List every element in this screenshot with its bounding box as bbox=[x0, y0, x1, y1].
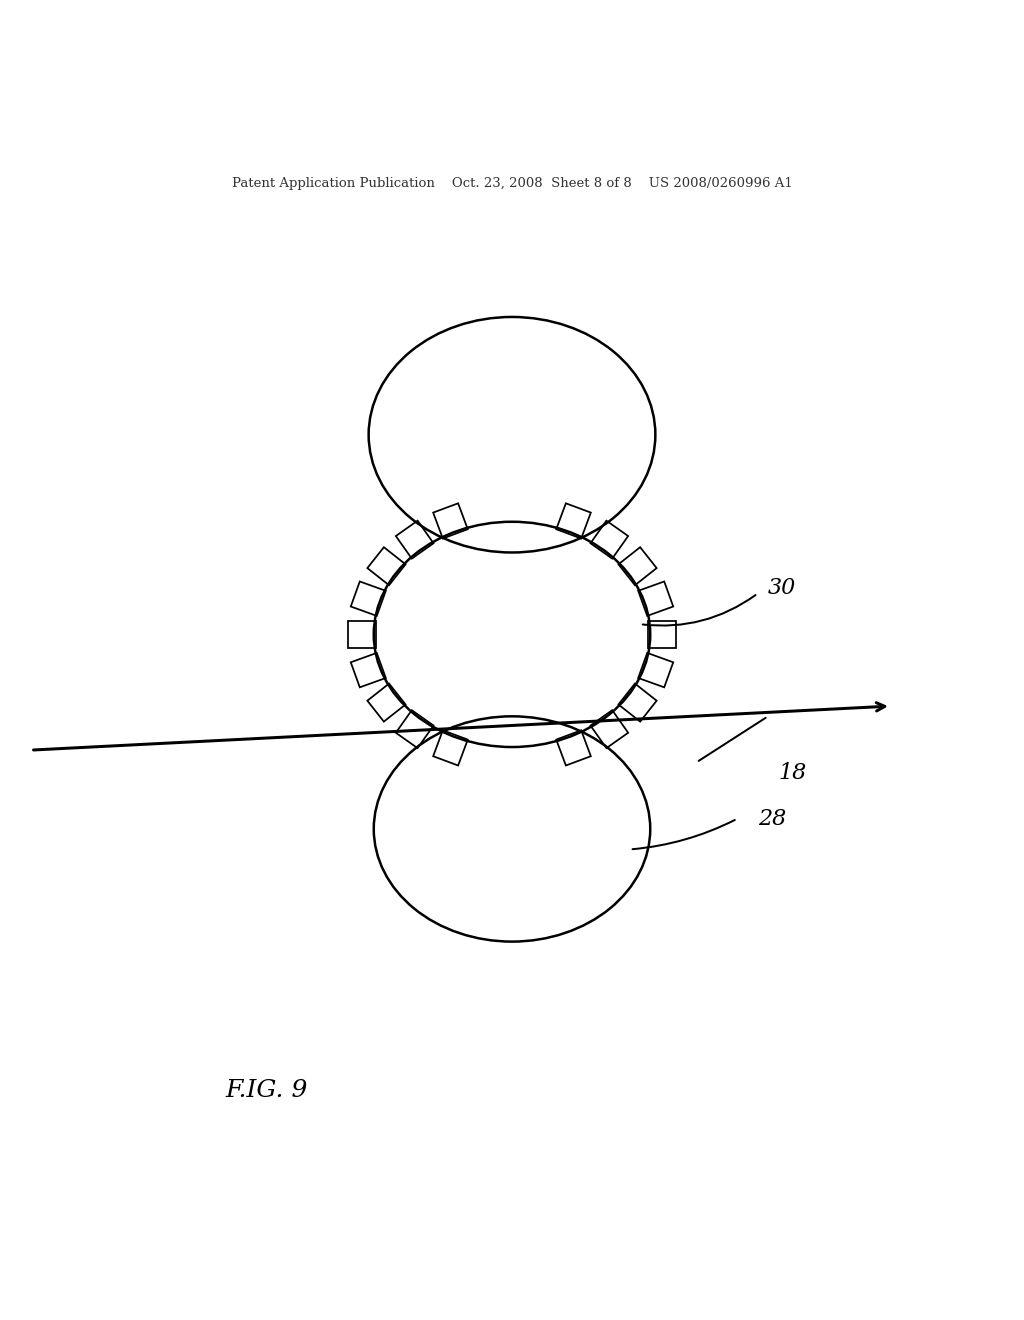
Text: Patent Application Publication    Oct. 23, 2008  Sheet 8 of 8    US 2008/0260996: Patent Application Publication Oct. 23, … bbox=[231, 177, 793, 190]
Text: F.IG. 9: F.IG. 9 bbox=[225, 1078, 307, 1102]
Text: 18: 18 bbox=[778, 762, 807, 784]
Text: 28: 28 bbox=[758, 808, 786, 830]
Text: 30: 30 bbox=[768, 577, 797, 599]
